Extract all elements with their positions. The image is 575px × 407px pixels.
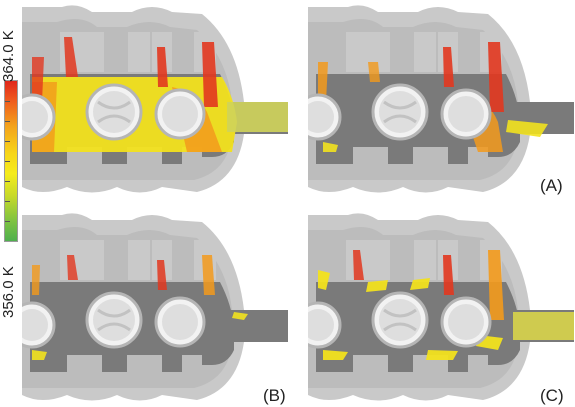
- casing-tooth: [128, 240, 150, 280]
- simulation-panel-top-left: [22, 2, 288, 198]
- pump-casing-drawing: [22, 213, 288, 401]
- heat-region: [32, 265, 40, 295]
- heat-region: [157, 260, 167, 290]
- heat-region: [227, 102, 288, 132]
- casing-tooth: [84, 240, 104, 280]
- heat-region: [202, 255, 215, 295]
- heat-region: [32, 57, 44, 102]
- heat-region: [157, 47, 168, 87]
- simulation-panel-c: [308, 210, 574, 406]
- panel-label-c: (C): [540, 386, 564, 405]
- casing-tooth: [414, 32, 436, 72]
- pump-casing-drawing: [308, 5, 574, 193]
- heat-region: [32, 350, 47, 360]
- heat-region: [368, 62, 380, 82]
- heat-region: [488, 42, 504, 112]
- casing-tooth: [128, 32, 150, 72]
- heat-region: [426, 350, 458, 360]
- heat-region: [318, 270, 330, 290]
- casing-tooth: [414, 240, 436, 280]
- heat-region: [64, 37, 78, 77]
- casing-tooth: [370, 240, 390, 280]
- colorbar-min-label: 356.0 K: [0, 266, 17, 318]
- heat-region: [506, 120, 548, 137]
- pump-casing-drawing: [308, 213, 574, 401]
- heat-region: [318, 62, 328, 102]
- rotor-lobes: [97, 308, 131, 332]
- heat-region: [67, 255, 78, 280]
- simulation-panel-b: [22, 210, 288, 406]
- heat-region: [202, 42, 218, 107]
- heat-region: [443, 255, 454, 295]
- temperature-colorbar: [4, 80, 18, 242]
- casing-tooth: [346, 32, 371, 72]
- heat-region: [353, 250, 364, 280]
- panel-label-b: (B): [263, 386, 286, 405]
- heat-region: [513, 312, 574, 340]
- rotor-lobes: [383, 100, 417, 124]
- heat-region: [410, 278, 430, 290]
- heat-region: [232, 312, 248, 320]
- panel-label-a: (A): [540, 176, 563, 195]
- rotor-lobes: [383, 308, 417, 332]
- simulation-panel-a: [308, 2, 574, 198]
- heat-region: [323, 142, 338, 152]
- colorbar-max-label: 364.0 K: [0, 30, 17, 82]
- heat-region: [366, 280, 388, 292]
- pump-casing-drawing: [22, 5, 288, 193]
- casing-tooth: [84, 32, 104, 72]
- heat-region: [323, 350, 348, 360]
- heat-region: [488, 250, 504, 320]
- heat-region: [443, 47, 454, 87]
- rotor-lobes: [97, 100, 131, 124]
